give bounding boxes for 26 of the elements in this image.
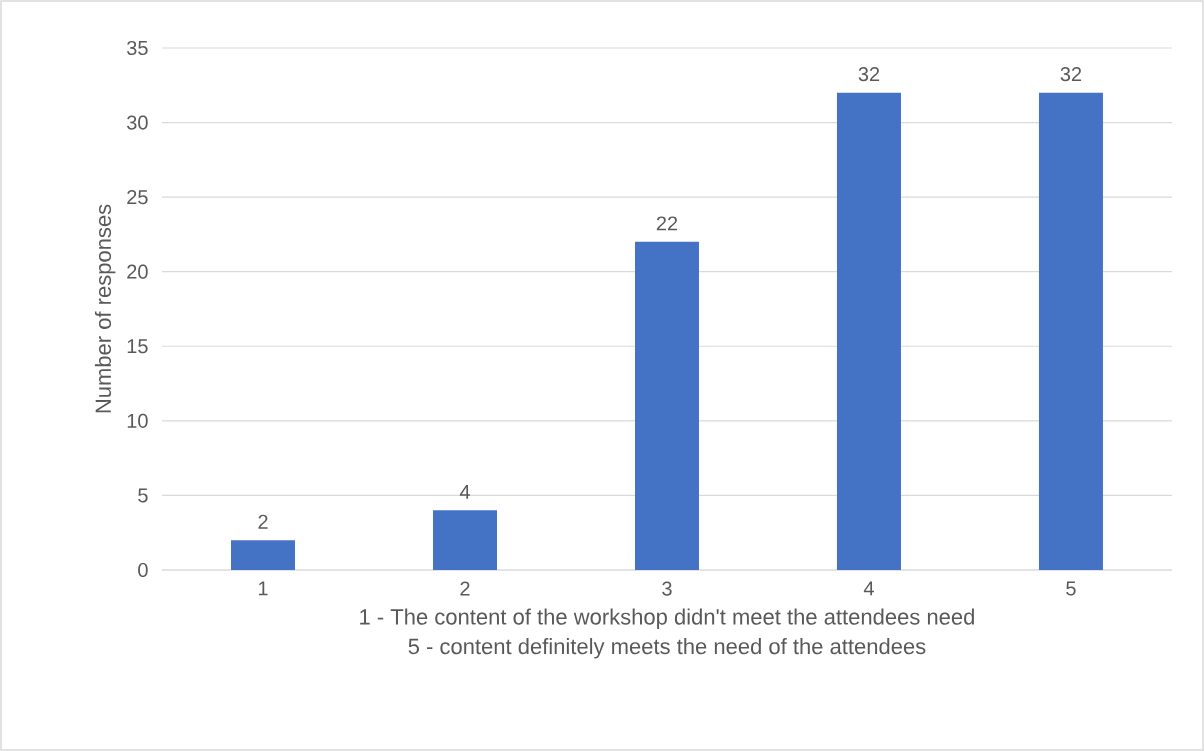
- bar: [1038, 92, 1103, 570]
- y-tick-label: 5: [138, 488, 148, 503]
- x-tick-label: 1: [258, 581, 268, 596]
- x-tick-label: 4: [863, 581, 874, 596]
- y-axis-title: Number of responses: [94, 204, 116, 413]
- data-label: 2: [258, 514, 268, 529]
- data-label: 22: [656, 216, 678, 231]
- bar: [836, 92, 901, 570]
- bar: [231, 540, 295, 570]
- bar: [634, 241, 699, 570]
- y-tick-label: 0: [138, 562, 148, 578]
- text: 5 - content definitely meets the need of the attendees: [408, 638, 926, 659]
- y-tick-label: 35: [127, 40, 148, 56]
- x-axis-title: 1 - The content of the workshop didn't meet the attendees need: [360, 608, 974, 630]
- y-tick-label: 10: [127, 413, 148, 428]
- y-tick-label: 30: [127, 115, 148, 130]
- x-tick-label: 5: [1066, 581, 1076, 596]
- y-tick-label: 15: [127, 339, 148, 354]
- y-tick-label: 25: [127, 190, 148, 205]
- y-tick-label: 20: [127, 264, 148, 279]
- data-label: 32: [858, 67, 880, 82]
- x-tick-label: 2: [460, 581, 470, 596]
- bar: [432, 510, 497, 570]
- data-label: 32: [1060, 67, 1082, 82]
- data-label: 4: [459, 485, 470, 499]
- x-tick-label: 3: [662, 581, 672, 596]
